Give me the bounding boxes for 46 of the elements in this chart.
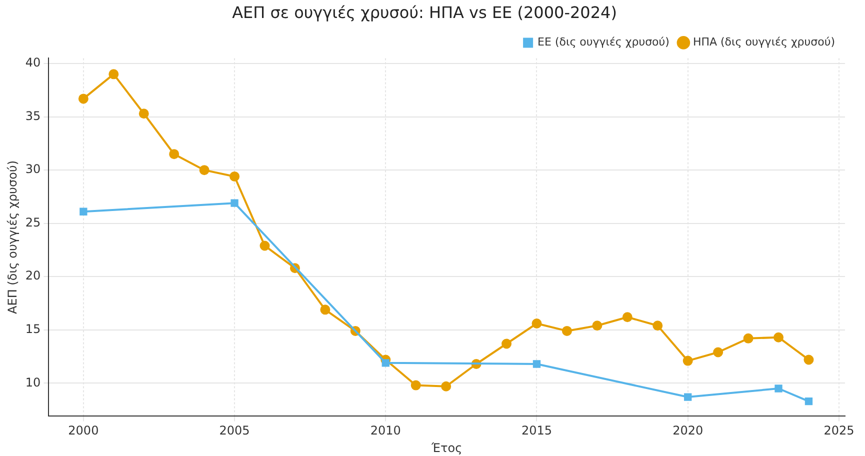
y-axis-title: ΑΕΠ (δις ουγγιές χρυσού) <box>5 160 20 314</box>
point <box>199 165 210 176</box>
point <box>713 347 724 358</box>
point <box>532 360 541 368</box>
x-axis-title: Έτος <box>430 440 462 455</box>
legend-label: ΗΠΑ (δις ουγγιές χρυσού) <box>692 36 836 49</box>
y-tick-label: 30 <box>25 162 41 176</box>
point <box>410 380 421 390</box>
point <box>169 149 180 160</box>
point <box>622 312 632 322</box>
point <box>562 326 572 336</box>
point <box>441 381 452 392</box>
x-tick-label: 2020 <box>672 424 704 438</box>
point <box>230 171 240 182</box>
point <box>592 320 602 331</box>
point <box>774 384 782 392</box>
point <box>78 94 88 104</box>
point <box>382 359 390 367</box>
chart-title: ΑΕΠ σε ουγγιές χρυσού: ΗΠΑ vs ΕΕ (2000-2024) <box>232 2 617 22</box>
point <box>502 338 512 349</box>
y-tick-label: 15 <box>25 322 41 336</box>
point <box>108 69 119 80</box>
point <box>804 397 813 406</box>
y-tick-label: 40 <box>25 56 41 70</box>
point <box>804 354 814 365</box>
point <box>652 320 663 331</box>
x-tick-label: 2025 <box>824 424 854 438</box>
point <box>684 393 692 401</box>
point <box>320 304 330 315</box>
point <box>80 208 88 216</box>
x-tick-label: 2000 <box>68 424 99 438</box>
y-tick-label: 25 <box>25 215 41 230</box>
y-tick-label: 35 <box>25 108 41 123</box>
x-tick-label: 2015 <box>521 424 552 438</box>
point <box>230 199 238 207</box>
point <box>743 333 754 344</box>
x-tick-label: 2005 <box>219 424 250 438</box>
point <box>682 356 693 366</box>
point <box>138 108 149 119</box>
x-tick-label: 2010 <box>370 424 401 438</box>
y-tick-label: 10 <box>25 375 41 390</box>
legend-label: ΕΕ (δις ουγγιές χρυσού) <box>538 36 670 49</box>
point <box>532 318 542 329</box>
point <box>260 240 270 251</box>
y-tick-label: 20 <box>25 268 41 283</box>
point <box>774 332 784 342</box>
